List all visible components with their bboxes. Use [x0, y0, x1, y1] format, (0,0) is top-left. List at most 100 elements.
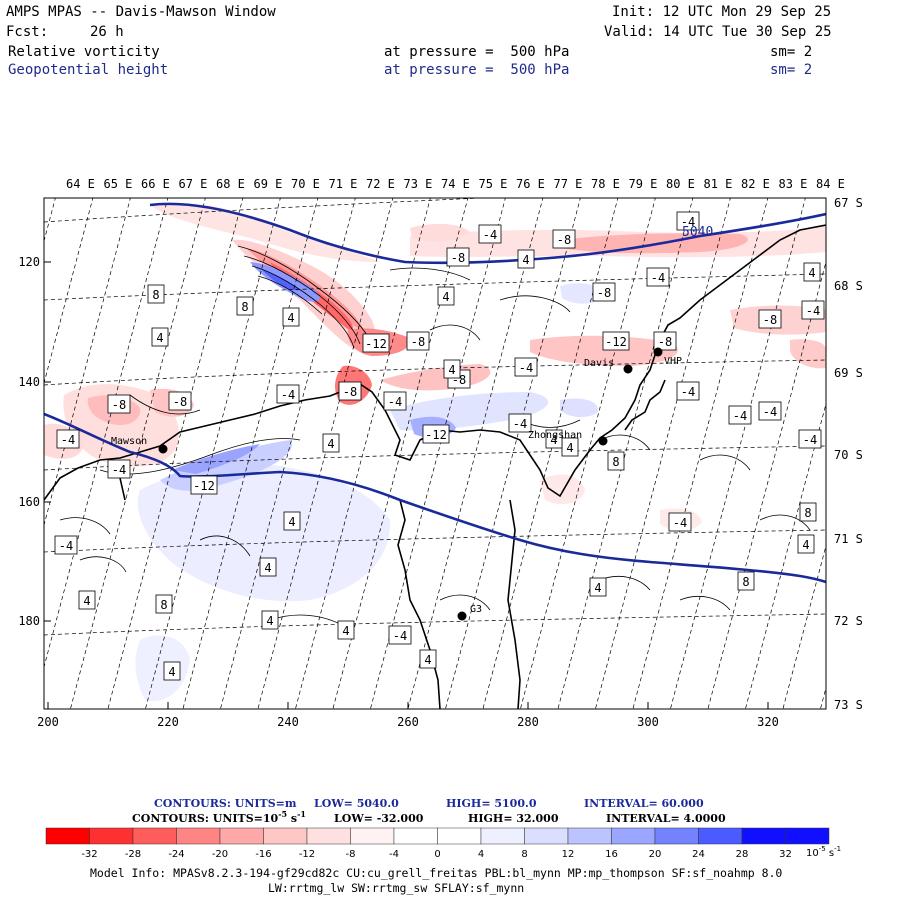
x-axis: 200 220 240 260 280 300 320 — [37, 702, 779, 729]
contour-label: 4 — [797, 534, 815, 554]
contour-label-box — [514, 357, 538, 377]
station-marker-vhp — [653, 347, 663, 357]
contour-label: -4 — [107, 459, 131, 479]
place-label-davis: Davis — [584, 358, 614, 369]
contour-label-value: 4 — [342, 624, 349, 638]
contour-label: 4 — [322, 433, 340, 453]
contour-label-box — [78, 590, 96, 610]
colorbar-swatch — [611, 827, 656, 845]
contour-label-box — [276, 384, 300, 404]
contour-label: -4 — [798, 429, 822, 449]
contour-label-box — [422, 424, 450, 444]
meridian-line — [670, 198, 806, 709]
contour-label: -8 — [168, 391, 192, 411]
contour-label-box — [668, 512, 692, 532]
contour-label-box — [508, 413, 532, 433]
contour-label-box — [282, 307, 300, 327]
contour-label: -8 — [552, 229, 576, 249]
contour-label-value: 4 — [808, 266, 815, 280]
vorticity-positive-shading — [135, 262, 604, 702]
contour-label-box — [676, 211, 700, 231]
colorbar-swatch — [524, 827, 569, 845]
vorticity-contour-units: CONTOURS: UNITS=10-5 s-1 — [132, 809, 306, 825]
height-contour-label: 5040 — [682, 225, 713, 240]
contour-label: -8 — [406, 331, 430, 351]
contour-label-value: -8 — [173, 395, 187, 409]
colorbar-swatch — [437, 827, 482, 845]
meridian-line — [0, 190, 20, 720]
contour-label: -4 — [676, 381, 700, 401]
contour-info: CONTOURS: UNITS=m LOW= 5040.0 HIGH= 5100… — [132, 797, 726, 825]
contour-label-box — [607, 451, 625, 471]
colorbar-tick-label: 28 — [736, 849, 749, 860]
contour-label: 8 — [155, 594, 173, 614]
contour-label-value: 4 — [287, 311, 294, 325]
field2-smoothing: sm= 2 — [770, 62, 813, 78]
colorbar-swatch — [350, 827, 395, 845]
field1-name: Relative vorticity — [8, 44, 160, 60]
contour-label-value: -4 — [763, 405, 777, 419]
contour-label-value: 8 — [241, 300, 248, 314]
contour-label: 4 — [589, 577, 607, 597]
contour-label: 4 — [78, 590, 96, 610]
contour-label-value: -8 — [597, 286, 611, 300]
parallel-line — [44, 359, 826, 386]
contour-label: -8 — [592, 282, 616, 302]
colorbar-tick-label: -16 — [255, 849, 271, 860]
contour-label-value: 8 — [160, 598, 167, 612]
lon-label: 65 E — [104, 177, 133, 191]
colorbar-swatch — [176, 827, 221, 845]
contour-label: 4 — [803, 262, 821, 282]
contour-label-box — [592, 282, 616, 302]
geopotential-height-contours — [44, 202, 826, 584]
contour-label-value: -4 — [388, 395, 402, 409]
contour-label-value: -4 — [673, 516, 687, 530]
meridian-line — [220, 198, 356, 709]
parallel-line — [44, 613, 826, 636]
contour-label: -12 — [190, 475, 218, 495]
contour-label-box — [545, 429, 563, 449]
x-tick-label: 240 — [277, 715, 299, 729]
contour-label-box — [388, 625, 412, 645]
contour-label-value: 4 — [156, 331, 163, 345]
colorbar-tick-label: 32 — [779, 849, 792, 860]
meridian-line — [893, 190, 900, 720]
contour-label-value: -4 — [281, 388, 295, 402]
field2-pressure: at pressure = 500 hPa — [384, 62, 570, 78]
lat-label: 71 S — [834, 532, 863, 546]
contour-label-value: -4 — [681, 215, 695, 229]
contour-label-value: -4 — [393, 629, 407, 643]
contour-label-box — [797, 534, 815, 554]
lat-label: 70 S — [834, 448, 863, 462]
x-tick-label: 300 — [637, 715, 659, 729]
contour-label-value: -4 — [112, 463, 126, 477]
height-contour-units: CONTOURS: UNITS=m — [154, 797, 297, 810]
lon-label: 76 E — [516, 177, 545, 191]
x-tick-label: 220 — [157, 715, 179, 729]
contour-label-box — [552, 229, 576, 249]
contour-label-value: 4 — [594, 581, 601, 595]
field1-smoothing: sm= 2 — [770, 44, 813, 60]
contour-label: -4 — [388, 625, 412, 645]
colorbar-tick-label: -12 — [299, 849, 315, 860]
lat-label: 73 S — [834, 698, 863, 712]
x-tick-label: 260 — [397, 715, 419, 729]
colorbar-swatch — [219, 827, 264, 845]
contour-label-value: -12 — [193, 479, 215, 493]
contour-label-value: -8 — [451, 251, 465, 265]
lon-label: 64 E — [66, 177, 95, 191]
contour-label-box — [151, 327, 169, 347]
station-marker-zhongshan — [598, 436, 608, 446]
contour-label-box — [602, 331, 630, 351]
valid-time: Valid: 14 UTC Tue 30 Sep 25 — [604, 24, 832, 40]
contour-label-box — [799, 502, 817, 522]
contour-label-value: 4 — [448, 363, 455, 377]
contour-label-box — [107, 459, 131, 479]
contour-label-box — [190, 475, 218, 495]
colorbar-tick-label: -32 — [81, 849, 97, 860]
colorbar-swatch — [785, 827, 830, 845]
colorbar-swatch — [741, 827, 786, 845]
colorbar-swatch — [45, 827, 90, 845]
contour-label-box — [803, 262, 821, 282]
